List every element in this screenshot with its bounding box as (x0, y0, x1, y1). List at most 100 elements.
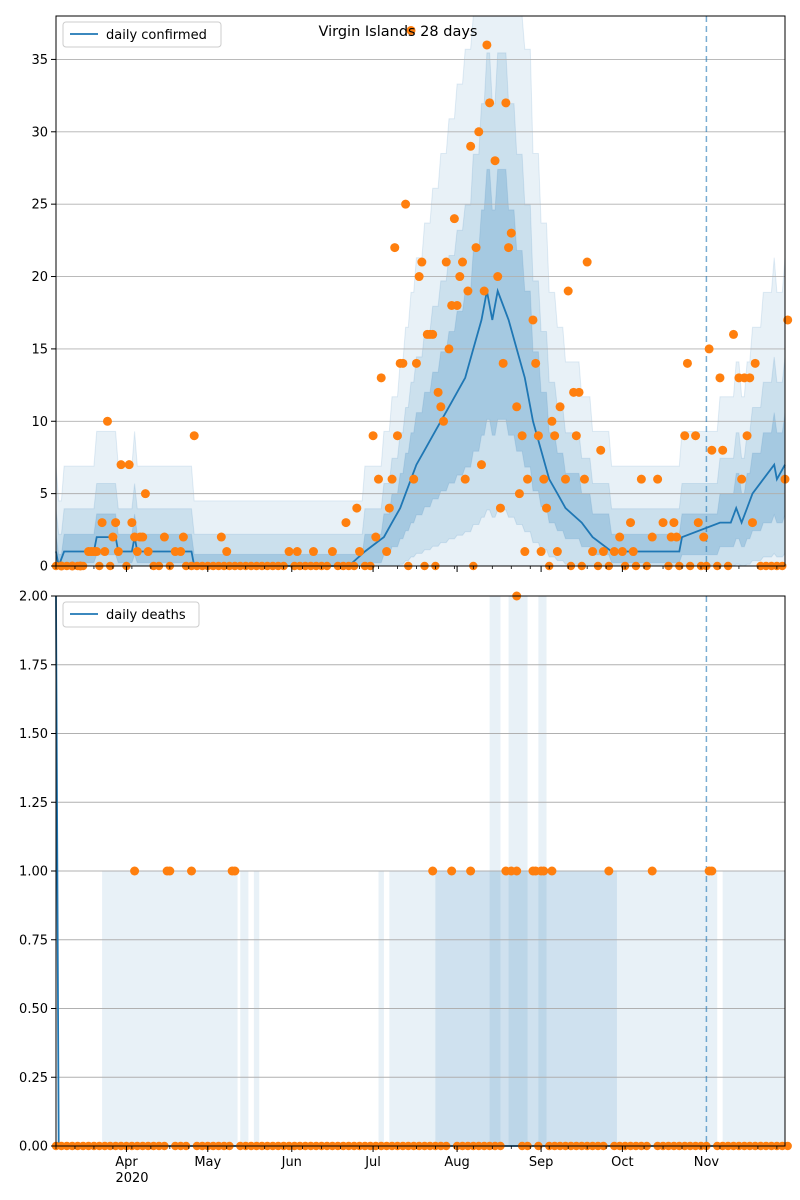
top-data-point (308, 547, 318, 557)
top-data-point (97, 518, 107, 528)
x-tick-label: May (194, 1155, 221, 1170)
bot-y-tick-label: 1.50 (19, 727, 48, 742)
top-data-point (707, 445, 717, 455)
top-data-point (626, 518, 636, 528)
top-data-point (523, 474, 533, 484)
top-data-point (476, 460, 486, 470)
top-data-point (382, 547, 392, 557)
top-data-point (452, 300, 462, 310)
top-data-point (729, 329, 739, 339)
bot-data-point (428, 866, 438, 876)
top-data-point (352, 503, 362, 513)
bot-baseline-point (783, 1141, 792, 1151)
top-data-point (371, 532, 381, 542)
top-data-point (409, 474, 419, 484)
bottom-panel: 0.00 0.25 0.50 0.75 1.00 1.25 1.50 1.75 2.00 Apr… (19, 590, 792, 1186)
x-tick-label: Jun (281, 1155, 302, 1170)
top-data-point (414, 272, 424, 282)
bot-y-tick-label: 1.25 (19, 796, 48, 811)
bot-data-point (466, 866, 476, 876)
top-data-point (617, 547, 627, 557)
top-data-point (493, 272, 503, 282)
top-data-point (596, 445, 606, 455)
top-data-point (368, 431, 378, 441)
top-data-point (501, 98, 511, 108)
top-data-point (647, 532, 657, 542)
top-data-point (636, 474, 646, 484)
top-data-point (471, 243, 481, 253)
bottom-y-axis: 0.00 0.25 0.50 0.75 1.00 1.25 1.50 1.75 2.00 (19, 590, 56, 1155)
bot-y-tick-label: 0.50 (19, 1002, 48, 1017)
x-tick-label: Nov (694, 1155, 720, 1170)
top-data-point (588, 547, 598, 557)
top-data-point (127, 518, 137, 528)
top-data-point (159, 532, 169, 542)
top-data-point (504, 243, 514, 253)
top-data-point (506, 228, 516, 238)
top-data-point (552, 547, 562, 557)
top-data-point (680, 431, 690, 441)
bot-data-point (547, 866, 557, 876)
bot-data-point (647, 866, 657, 876)
top-data-point (458, 257, 468, 267)
top-x-ticks (55, 566, 778, 572)
bot-y-tick-label: 1.75 (19, 658, 48, 673)
top-data-point (455, 272, 465, 282)
top-data-point (341, 518, 351, 528)
top-data-point (531, 358, 541, 368)
top-data-point (582, 257, 592, 267)
x-tick-label: Oct (611, 1155, 633, 1170)
top-data-point (579, 474, 589, 484)
top-data-point (574, 387, 584, 397)
bot-data-point (604, 866, 614, 876)
top-y-tick-label: 25 (31, 198, 48, 213)
top-data-point (436, 402, 446, 412)
chart-title: Virgin Islands 28 days (319, 24, 478, 40)
top-data-point (327, 547, 337, 557)
top-y-tick-label: 20 (31, 270, 48, 285)
top-data-point (138, 532, 148, 542)
top-data-point (536, 547, 546, 557)
top-data-point (560, 474, 570, 484)
top-data-point (682, 358, 692, 368)
top-data-point (113, 547, 123, 557)
top-y-tick-label: 30 (31, 125, 48, 140)
bottom-x-axis: Apr May Jun Jul Aug Sep Oct Nov (55, 1146, 778, 1170)
top-data-point (550, 431, 560, 441)
top-data-point (401, 199, 411, 209)
top-data-point (737, 474, 747, 484)
bot-y-tick-label: 0.25 (19, 1071, 48, 1086)
bot-data-point (187, 866, 197, 876)
bottom-legend: daily deaths (62, 601, 200, 628)
top-data-point (439, 416, 449, 426)
top-data-point (691, 431, 701, 441)
top-data-point (444, 344, 454, 354)
bot-data-point (539, 866, 549, 876)
top-data-point (449, 214, 459, 224)
x-tick-label: Apr (115, 1155, 138, 1170)
top-data-point (571, 431, 581, 441)
top-data-point (92, 547, 102, 557)
top-data-point (463, 286, 473, 296)
top-data-point (387, 474, 397, 484)
top-legend: daily confirmed (62, 21, 222, 48)
top-data-point (693, 518, 703, 528)
top-data-point (485, 98, 495, 108)
top-data-point (528, 315, 538, 325)
top-data-point (143, 547, 153, 557)
top-data-point (176, 547, 186, 557)
top-data-point (482, 40, 492, 50)
top-data-point (376, 373, 386, 383)
top-data-point (699, 532, 709, 542)
top-data-point (563, 286, 573, 296)
top-data-point (102, 416, 112, 426)
top-data-point (490, 156, 500, 166)
top-data-point (479, 286, 489, 296)
top-data-point (460, 474, 470, 484)
bot-y-tick-label: 1.00 (19, 865, 48, 880)
top-panel: 0 5 10 15 20 25 30 35 Virgin Islands 28 days da… (31, 15, 793, 575)
bottom-legend-box (62, 601, 200, 628)
top-data-point (284, 547, 294, 557)
